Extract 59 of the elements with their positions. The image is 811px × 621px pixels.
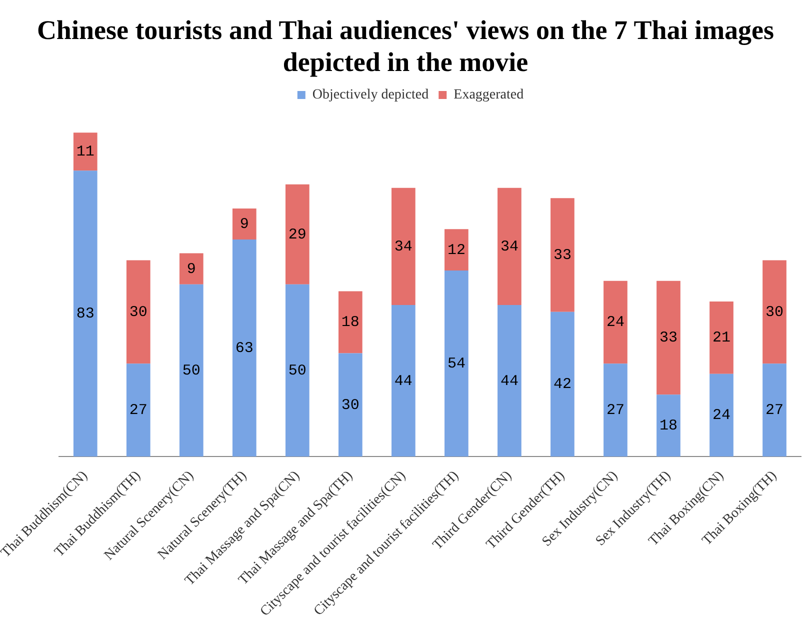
data-label: 18 bbox=[341, 314, 360, 332]
data-label: 24 bbox=[712, 407, 730, 424]
bar bbox=[444, 229, 468, 271]
bar bbox=[498, 188, 522, 305]
data-label: 30 bbox=[341, 396, 360, 414]
bar bbox=[392, 188, 416, 305]
bar bbox=[604, 364, 628, 457]
data-label: 34 bbox=[500, 238, 518, 256]
bar bbox=[710, 302, 734, 374]
data-label: 54 bbox=[447, 356, 466, 373]
data-label: 33 bbox=[659, 330, 678, 347]
bar bbox=[710, 374, 734, 457]
data-label: 21 bbox=[712, 330, 730, 347]
data-label: 33 bbox=[553, 246, 572, 264]
data-label: 29 bbox=[288, 226, 306, 244]
bar bbox=[73, 132, 98, 171]
bar bbox=[179, 253, 204, 284]
bar bbox=[550, 312, 574, 457]
data-label: 83 bbox=[76, 306, 94, 323]
data-label: 50 bbox=[182, 362, 200, 380]
data-label: 50 bbox=[288, 362, 306, 380]
data-label: 24 bbox=[606, 314, 624, 332]
bar bbox=[604, 280, 628, 364]
data-label: 44 bbox=[500, 372, 518, 390]
data-label: 42 bbox=[553, 376, 572, 394]
bar bbox=[285, 284, 310, 457]
legend-label: Exaggerated bbox=[454, 88, 524, 103]
bar bbox=[73, 170, 98, 457]
data-label: 9 bbox=[186, 260, 196, 278]
data-label: 18 bbox=[659, 418, 678, 435]
data-label: 34 bbox=[394, 238, 412, 256]
bar bbox=[550, 198, 574, 312]
data-label: 9 bbox=[240, 216, 249, 233]
bar bbox=[285, 184, 310, 284]
bar bbox=[179, 284, 204, 457]
data-label: 63 bbox=[235, 340, 254, 358]
bar bbox=[762, 364, 786, 457]
data-label: 30 bbox=[765, 304, 784, 321]
legend-label: Objectively depicted bbox=[312, 88, 429, 103]
bar bbox=[232, 208, 256, 240]
bar bbox=[656, 280, 680, 395]
bar bbox=[338, 291, 362, 354]
bar bbox=[126, 260, 150, 364]
data-label: 30 bbox=[129, 304, 148, 321]
data-label: 44 bbox=[394, 372, 412, 390]
bar bbox=[498, 304, 522, 457]
data-label: 27 bbox=[765, 402, 784, 420]
bar bbox=[656, 394, 680, 457]
bar bbox=[762, 260, 786, 364]
bar bbox=[126, 364, 150, 457]
bar bbox=[338, 353, 362, 457]
bar bbox=[232, 240, 256, 457]
bar bbox=[392, 304, 416, 457]
data-label: 12 bbox=[447, 242, 466, 259]
bar bbox=[444, 270, 468, 457]
data-label: 27 bbox=[129, 402, 148, 420]
data-label: 11 bbox=[76, 144, 94, 161]
data-label: 27 bbox=[606, 402, 624, 420]
chart-title: Chinese tourists and Thai audiences' views on the 7 Thai images depicted in the movie bbox=[36, 14, 776, 78]
